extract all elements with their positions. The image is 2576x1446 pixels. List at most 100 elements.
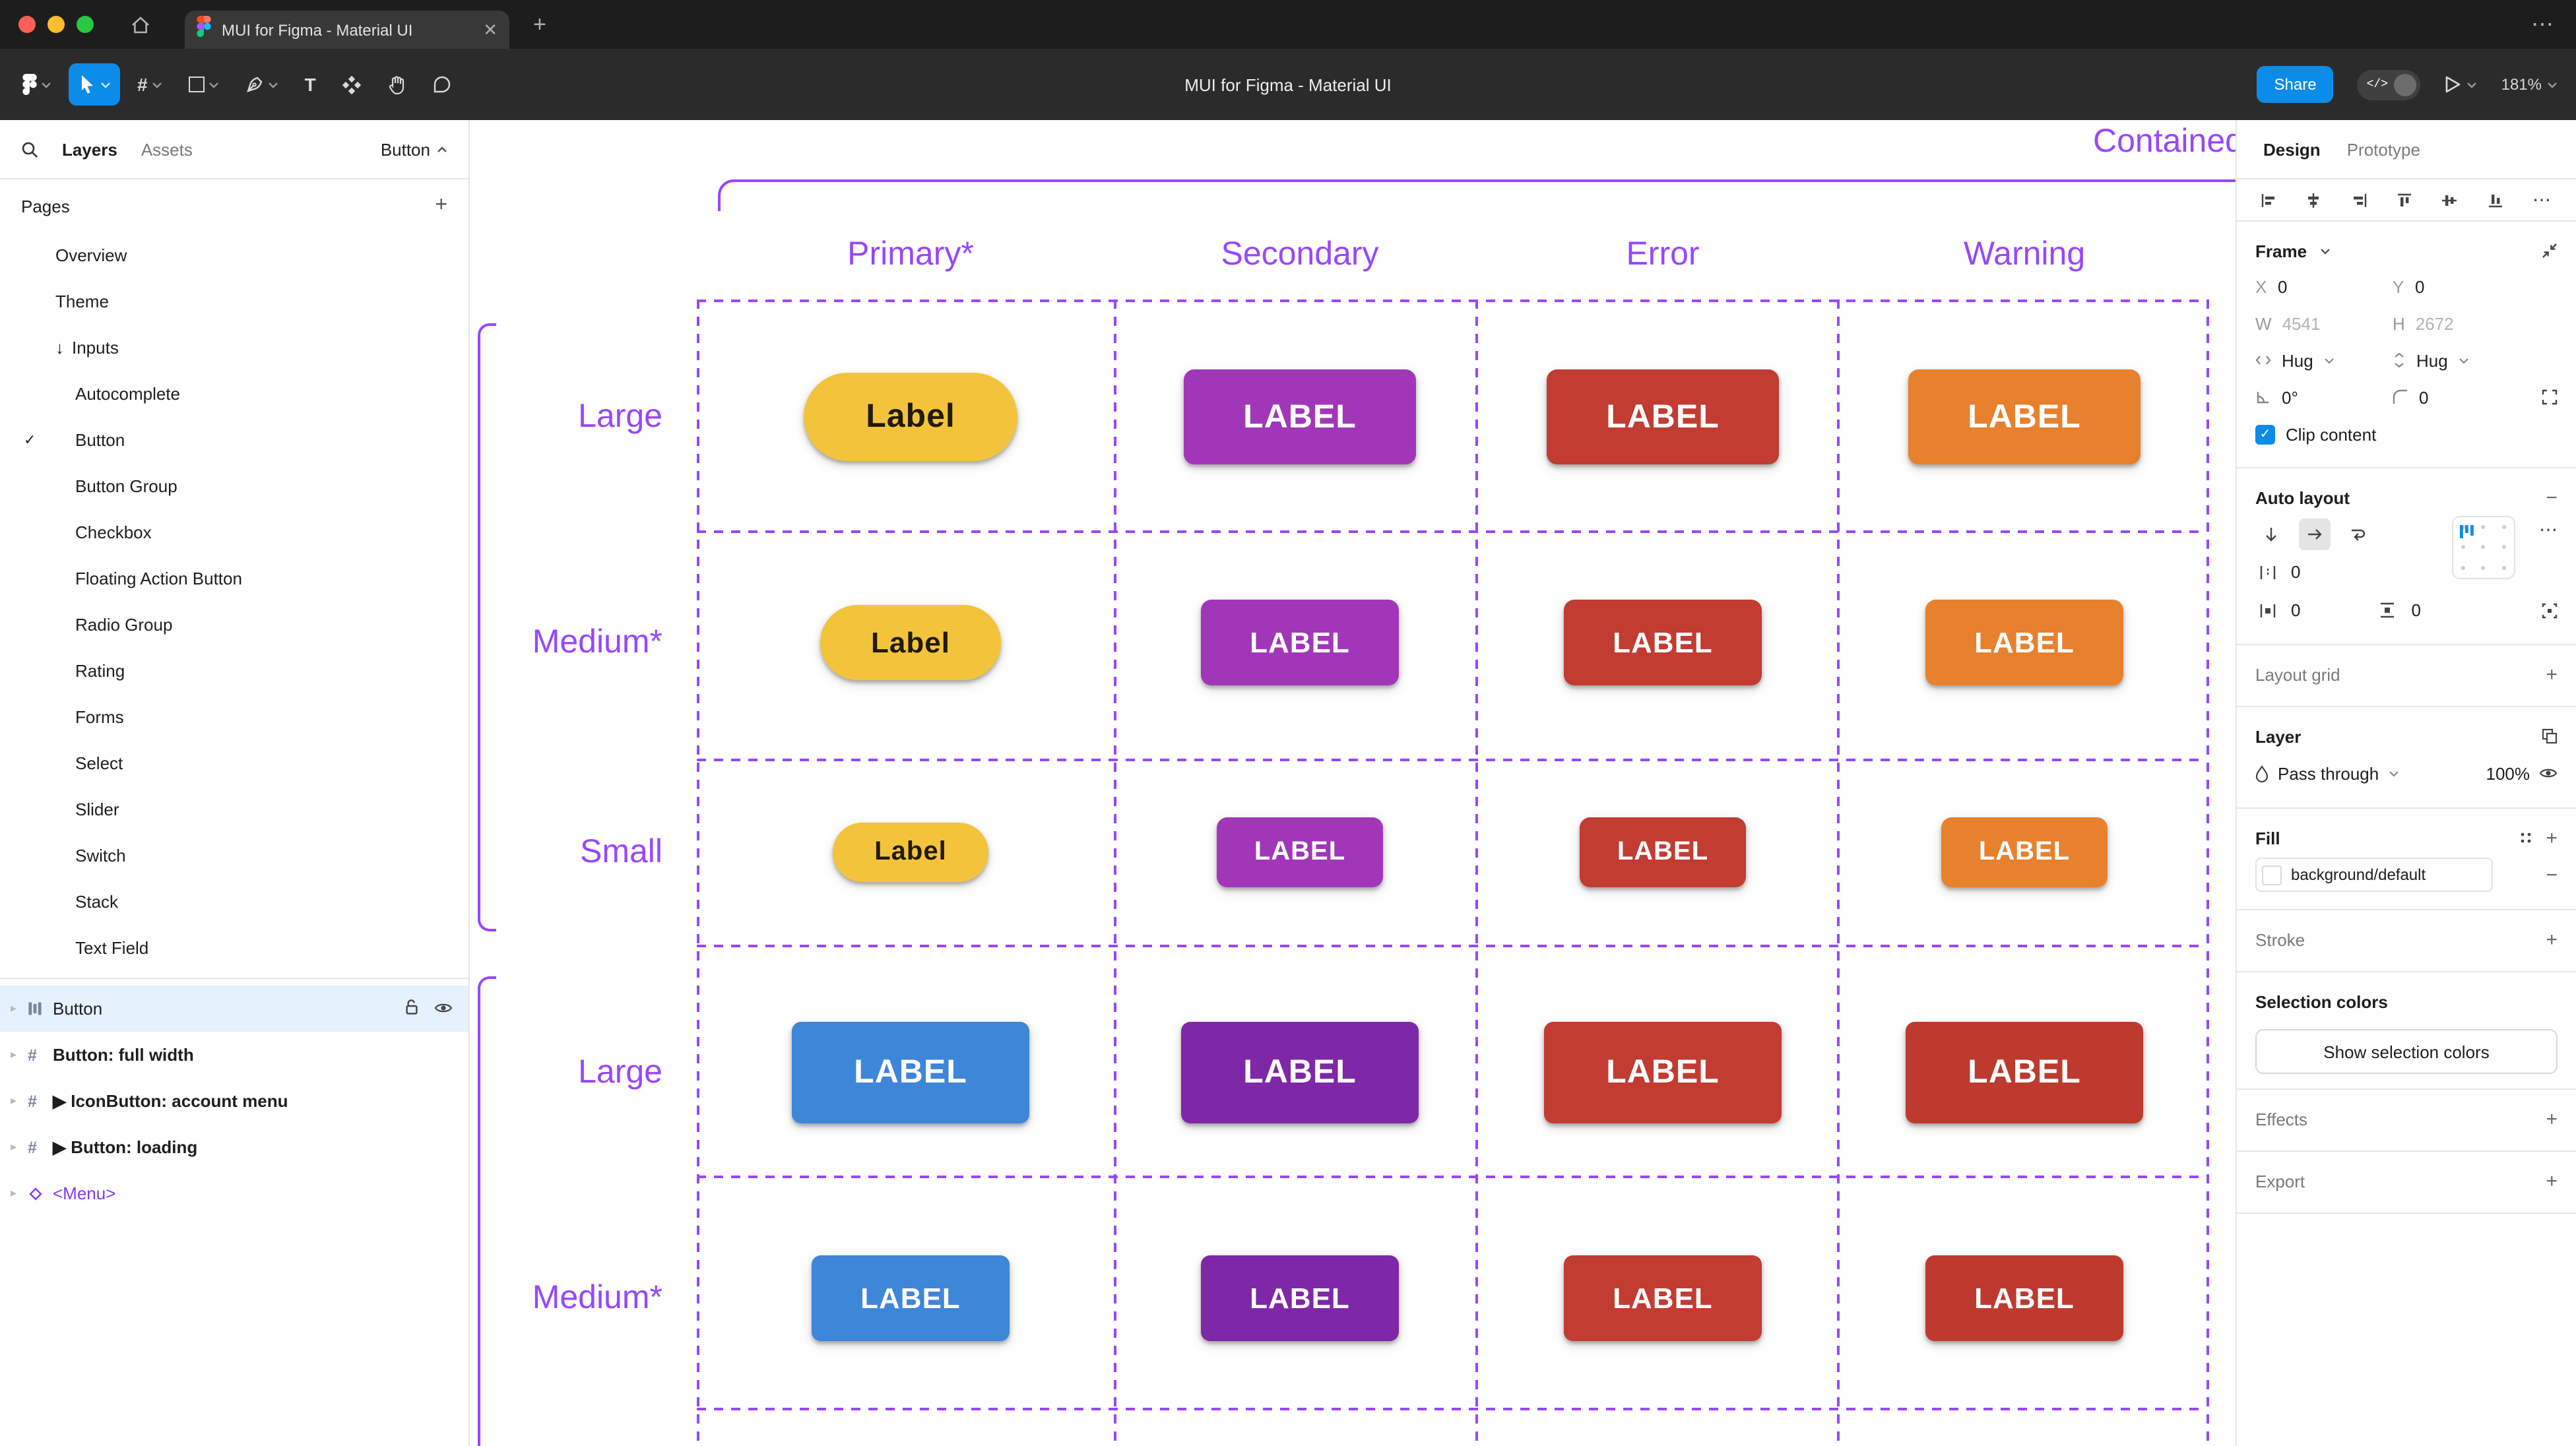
home-icon[interactable]	[131, 15, 150, 34]
layout-horizontal-icon[interactable]	[2299, 518, 2331, 550]
collapse-icon[interactable]	[2542, 243, 2558, 259]
eye-icon[interactable]	[434, 999, 453, 1019]
align-top-icon[interactable]	[2397, 192, 2412, 208]
blend-mode-dropdown[interactable]: Pass through	[2278, 763, 2379, 783]
column-header[interactable]: Warning	[1963, 236, 2086, 272]
fill-variable-chip[interactable]: background/default	[2255, 858, 2493, 892]
remove-auto-layout-button[interactable]: −	[2546, 486, 2558, 509]
canvas-button[interactable]: Label	[833, 823, 988, 882]
align-bottom-icon[interactable]	[2487, 192, 2503, 208]
canvas-button[interactable]: LABEL	[1564, 600, 1762, 685]
add-stroke-button[interactable]: +	[2546, 928, 2558, 951]
canvas-button[interactable]: LABEL	[1925, 600, 2123, 685]
independent-corners-icon[interactable]	[2542, 389, 2558, 405]
tab-prototype[interactable]: Prototype	[2346, 139, 2420, 159]
zoom-menu[interactable]: 181%	[2501, 75, 2558, 94]
page-item[interactable]: Checkbox	[0, 509, 468, 555]
distribute-more-icon[interactable]: ⋯	[2532, 189, 2552, 210]
share-button[interactable]: Share	[2257, 66, 2334, 103]
add-page-button[interactable]: +	[435, 194, 447, 216]
dev-mode-toggle[interactable]: </>	[2357, 69, 2421, 100]
layer-row[interactable]: ▸ <Menu>	[0, 1170, 468, 1216]
canvas-button[interactable]: LABEL	[1184, 369, 1416, 464]
new-tab-button[interactable]: +	[533, 11, 546, 36]
remove-fill-button[interactable]: −	[2546, 864, 2558, 886]
page-item[interactable]: Floating Action Button	[0, 555, 468, 602]
canvas-button[interactable]: LABEL	[1908, 369, 2141, 464]
close-window-button[interactable]	[18, 16, 36, 33]
page-item[interactable]: Stack	[0, 879, 468, 925]
canvas-button[interactable]: LABEL	[1906, 1022, 2143, 1123]
minimize-window-button[interactable]	[48, 16, 65, 33]
canvas-button[interactable]: LABEL	[1580, 817, 1746, 887]
width-field[interactable]: W 4541	[2255, 313, 2321, 333]
canvas[interactable]: Contained Primary* Secondary Error Warning L…	[470, 120, 2236, 1446]
auto-layout-alignment-widget[interactable]	[2452, 516, 2515, 579]
page-item[interactable]: Autocomplete	[0, 371, 468, 417]
tab-design[interactable]: Design	[2263, 139, 2321, 159]
canvas-button[interactable]: LABEL	[1544, 1022, 1782, 1123]
layout-wrap-icon[interactable]	[2342, 518, 2374, 550]
canvas-button[interactable]: LABEL	[1201, 1255, 1399, 1341]
page-context-dropdown[interactable]: Button	[381, 139, 447, 159]
canvas-button[interactable]: Label	[804, 373, 1017, 461]
column-header[interactable]: Primary*	[847, 236, 974, 272]
layer-row[interactable]: ▸ # ▶ Button: loading	[0, 1124, 468, 1170]
vertical-resizing-dropdown[interactable]: Hug	[2393, 350, 2530, 370]
row-label[interactable]: Medium*	[532, 1279, 662, 1316]
vertical-padding-field[interactable]: 0	[2411, 600, 2421, 620]
align-right-icon[interactable]	[2351, 192, 2367, 208]
horizontal-resizing-dropdown[interactable]: Hug	[2255, 350, 2393, 370]
gap-field[interactable]: 0	[2291, 562, 2301, 582]
pen-tool[interactable]	[236, 65, 288, 104]
main-menu-button[interactable]	[13, 63, 61, 106]
window-menu-icon[interactable]: ⋯	[2531, 11, 2555, 36]
move-tool[interactable]	[69, 63, 120, 106]
page-item[interactable]: ↓ Inputs	[0, 325, 468, 371]
text-tool[interactable]: T	[296, 63, 325, 106]
shape-tool[interactable]	[179, 66, 228, 103]
frame-tool[interactable]: #	[128, 63, 172, 106]
row-label[interactable]: Large	[578, 1053, 662, 1090]
expand-caret-icon[interactable]: ▸	[11, 1094, 17, 1107]
unlock-icon[interactable]	[404, 998, 420, 1019]
x-position-field[interactable]: X 0	[2255, 276, 2288, 296]
canvas-button[interactable]: LABEL	[1941, 817, 2108, 887]
layer-row[interactable]: ▸ # Button: full width	[0, 1032, 468, 1078]
frame-title[interactable]: Contained	[2093, 123, 2236, 160]
styles-icon[interactable]	[2519, 831, 2532, 844]
layer-row[interactable]: ▸ # ▶ IconButton: account menu	[0, 1078, 468, 1124]
horizontal-padding-field[interactable]: 0	[2291, 600, 2301, 620]
add-layout-grid-button[interactable]: +	[2546, 663, 2558, 685]
column-header[interactable]: Error	[1626, 236, 1700, 272]
canvas-button[interactable]: LABEL	[1201, 600, 1399, 685]
file-title[interactable]: MUI for Figma - Material UI	[1184, 75, 1392, 94]
column-header[interactable]: Secondary	[1221, 236, 1379, 272]
canvas-button[interactable]: LABEL	[812, 1255, 1010, 1341]
clip-content-checkbox[interactable]: ✓	[2255, 424, 2275, 444]
hand-tool[interactable]	[379, 64, 416, 105]
layer-row[interactable]: ▸ Button	[0, 986, 468, 1032]
add-export-button[interactable]: +	[2546, 1170, 2558, 1192]
canvas-button[interactable]: Label	[820, 605, 1001, 680]
layout-vertical-icon[interactable]	[2255, 518, 2287, 550]
canvas-button[interactable]: LABEL	[1564, 1255, 1762, 1341]
add-fill-button[interactable]: +	[2546, 827, 2558, 849]
rotation-field[interactable]: 0°	[2255, 387, 2393, 407]
canvas-button[interactable]: LABEL	[792, 1022, 1029, 1123]
add-effect-button[interactable]: +	[2546, 1108, 2558, 1130]
expand-caret-icon[interactable]: ▸	[11, 1048, 17, 1061]
y-position-field[interactable]: Y 0	[2393, 276, 2425, 296]
page-item[interactable]: Switch	[0, 833, 468, 879]
expand-caret-icon[interactable]: ▸	[11, 1186, 17, 1199]
page-item[interactable]: Radio Group	[0, 602, 468, 648]
corner-radius-field[interactable]: 0	[2393, 387, 2530, 407]
page-item[interactable]: Select	[0, 740, 468, 786]
page-item[interactable]: Text Field	[0, 925, 468, 971]
tab-close-icon[interactable]: ✕	[483, 20, 498, 40]
tab-assets[interactable]: Assets	[141, 139, 193, 159]
present-button[interactable]	[2445, 75, 2478, 94]
resources-tool[interactable]	[333, 64, 371, 105]
align-left-icon[interactable]	[2261, 192, 2276, 208]
row-label[interactable]: Medium*	[532, 623, 662, 660]
